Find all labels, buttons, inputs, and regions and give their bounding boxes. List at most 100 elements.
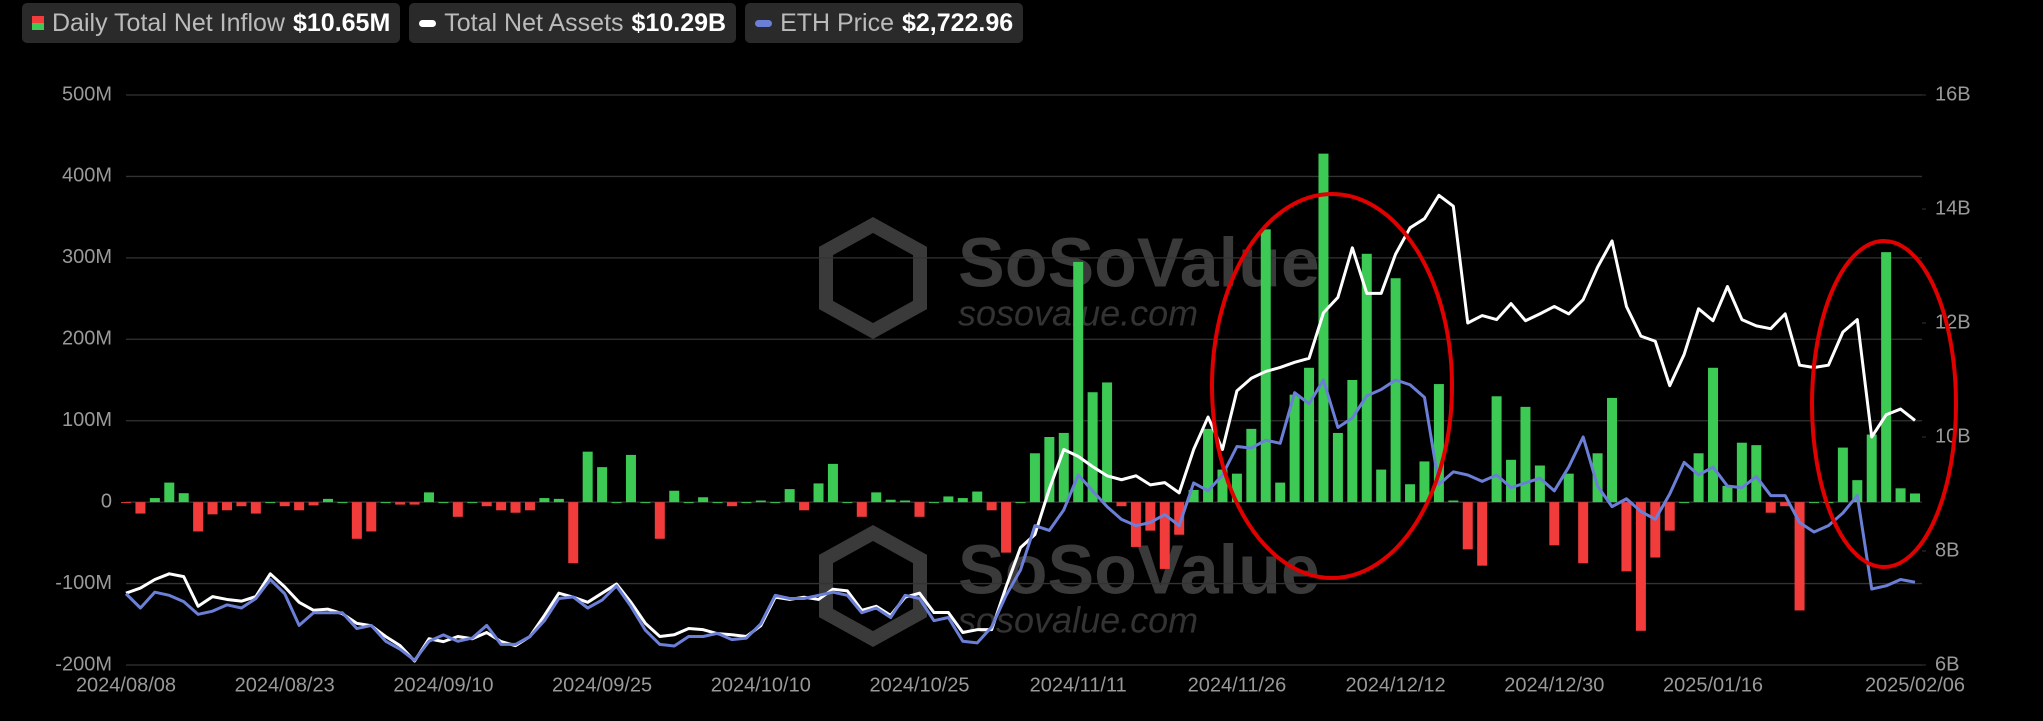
bar [568,502,579,564]
bar [1145,502,1156,531]
x-tick-label: 2024/11/26 [1188,674,1287,696]
legend-swatch [32,16,44,30]
bar [1188,489,1199,503]
bar [827,463,838,503]
y-tick-label: 200M [62,328,112,350]
bar [1203,428,1214,503]
bar [900,500,911,503]
bar [207,502,218,515]
bar [1029,453,1040,503]
y2-tick-label: 8B [1935,539,1959,561]
bar [726,502,737,507]
watermark-logo [819,525,927,647]
bar [1780,502,1791,507]
bar [1708,367,1719,503]
line [124,378,1916,662]
y-tick-label: 500M [62,83,112,105]
bar [1246,428,1257,503]
legend-value: $10.29B [631,8,727,37]
highlight-ellipse [1210,192,1454,580]
bar [1722,485,1733,503]
y2-tick-label: 6B [1935,653,1959,675]
bar [957,498,968,503]
bar [1174,502,1185,535]
bar [1809,502,1820,504]
bar [885,499,896,503]
bar [337,502,348,504]
bar [1433,384,1444,503]
bar [1462,502,1473,550]
bar [250,502,261,514]
bar [669,490,680,503]
bar [582,451,593,503]
bar [366,502,377,532]
bar [409,502,420,505]
bar [943,496,954,503]
bar [914,502,925,517]
bar [1073,261,1084,503]
legend-label: Daily Total Net Inflow [52,8,285,37]
bar [1578,502,1589,564]
bar [972,491,983,503]
legend: Daily Total Net Inflow $10.65M Total Net A… [22,3,1024,43]
bar [294,502,305,511]
bar [1102,382,1113,503]
bar [1116,502,1127,507]
bar [423,492,434,503]
watermark-logo [819,217,927,339]
y-tick-label: 300M [62,246,112,268]
legend-item[interactable]: ETH Price $2,722.96 [745,3,1024,43]
bar [1881,252,1892,503]
x-tick-label: 2025/02/06 [1865,674,1965,696]
bar [1231,473,1242,503]
bar [1217,469,1228,503]
legend-value: $10.65M [292,8,391,37]
bar [279,502,290,507]
bar [1347,380,1358,503]
bar [149,498,160,503]
bar [496,502,507,511]
bar [1635,502,1646,631]
bar [1837,447,1848,503]
y-tick-label: 400M [62,165,112,187]
bar [871,492,882,503]
bar [1015,502,1026,504]
legend-item[interactable]: Total Net Assets $10.29B [409,3,737,43]
bar [1592,453,1603,503]
legend-label: ETH Price [780,8,894,37]
bar [1866,434,1877,503]
x-tick-label: 2024/11/11 [1030,674,1127,696]
x-tick-label: 2024/08/23 [235,674,335,696]
bar [712,502,723,504]
bar [799,502,810,511]
bar [1087,392,1098,503]
bar [1058,432,1069,503]
x-tick-label: 2024/12/12 [1346,674,1446,696]
bar [625,454,636,503]
bar [221,502,232,511]
bar [986,502,997,511]
bar [698,497,709,503]
bar [1477,502,1488,566]
legend-item[interactable]: Daily Total Net Inflow $10.65M [22,3,401,43]
bar [1448,500,1459,503]
y-tick-label: -100M [55,572,112,594]
y2-tick-label: 12B [1935,311,1971,333]
bar [611,502,622,504]
bar [856,502,867,517]
bar [1361,253,1372,503]
bar [438,502,449,504]
bar [597,467,608,503]
bar [121,502,131,504]
bar [553,498,564,503]
y2-tick-label: 14B [1935,197,1971,219]
bar [1895,488,1906,503]
y-tick-label: 0 [101,490,112,512]
bar [1852,480,1863,503]
bar [928,502,939,504]
bar [467,502,478,504]
watermark: SoSoValue sosovalue.com SoSoValue sosova… [819,217,1320,647]
bar [1318,153,1329,503]
x-tick-label: 2024/08/08 [76,674,176,696]
bar [178,493,189,503]
